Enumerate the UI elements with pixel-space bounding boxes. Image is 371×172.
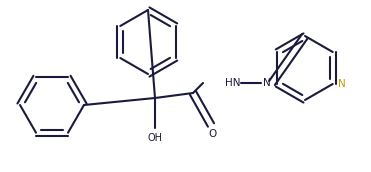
Text: OH: OH — [148, 133, 162, 143]
Text: N: N — [263, 78, 271, 88]
Text: N: N — [338, 79, 345, 89]
Text: O: O — [208, 129, 216, 139]
Text: HN: HN — [225, 78, 240, 88]
